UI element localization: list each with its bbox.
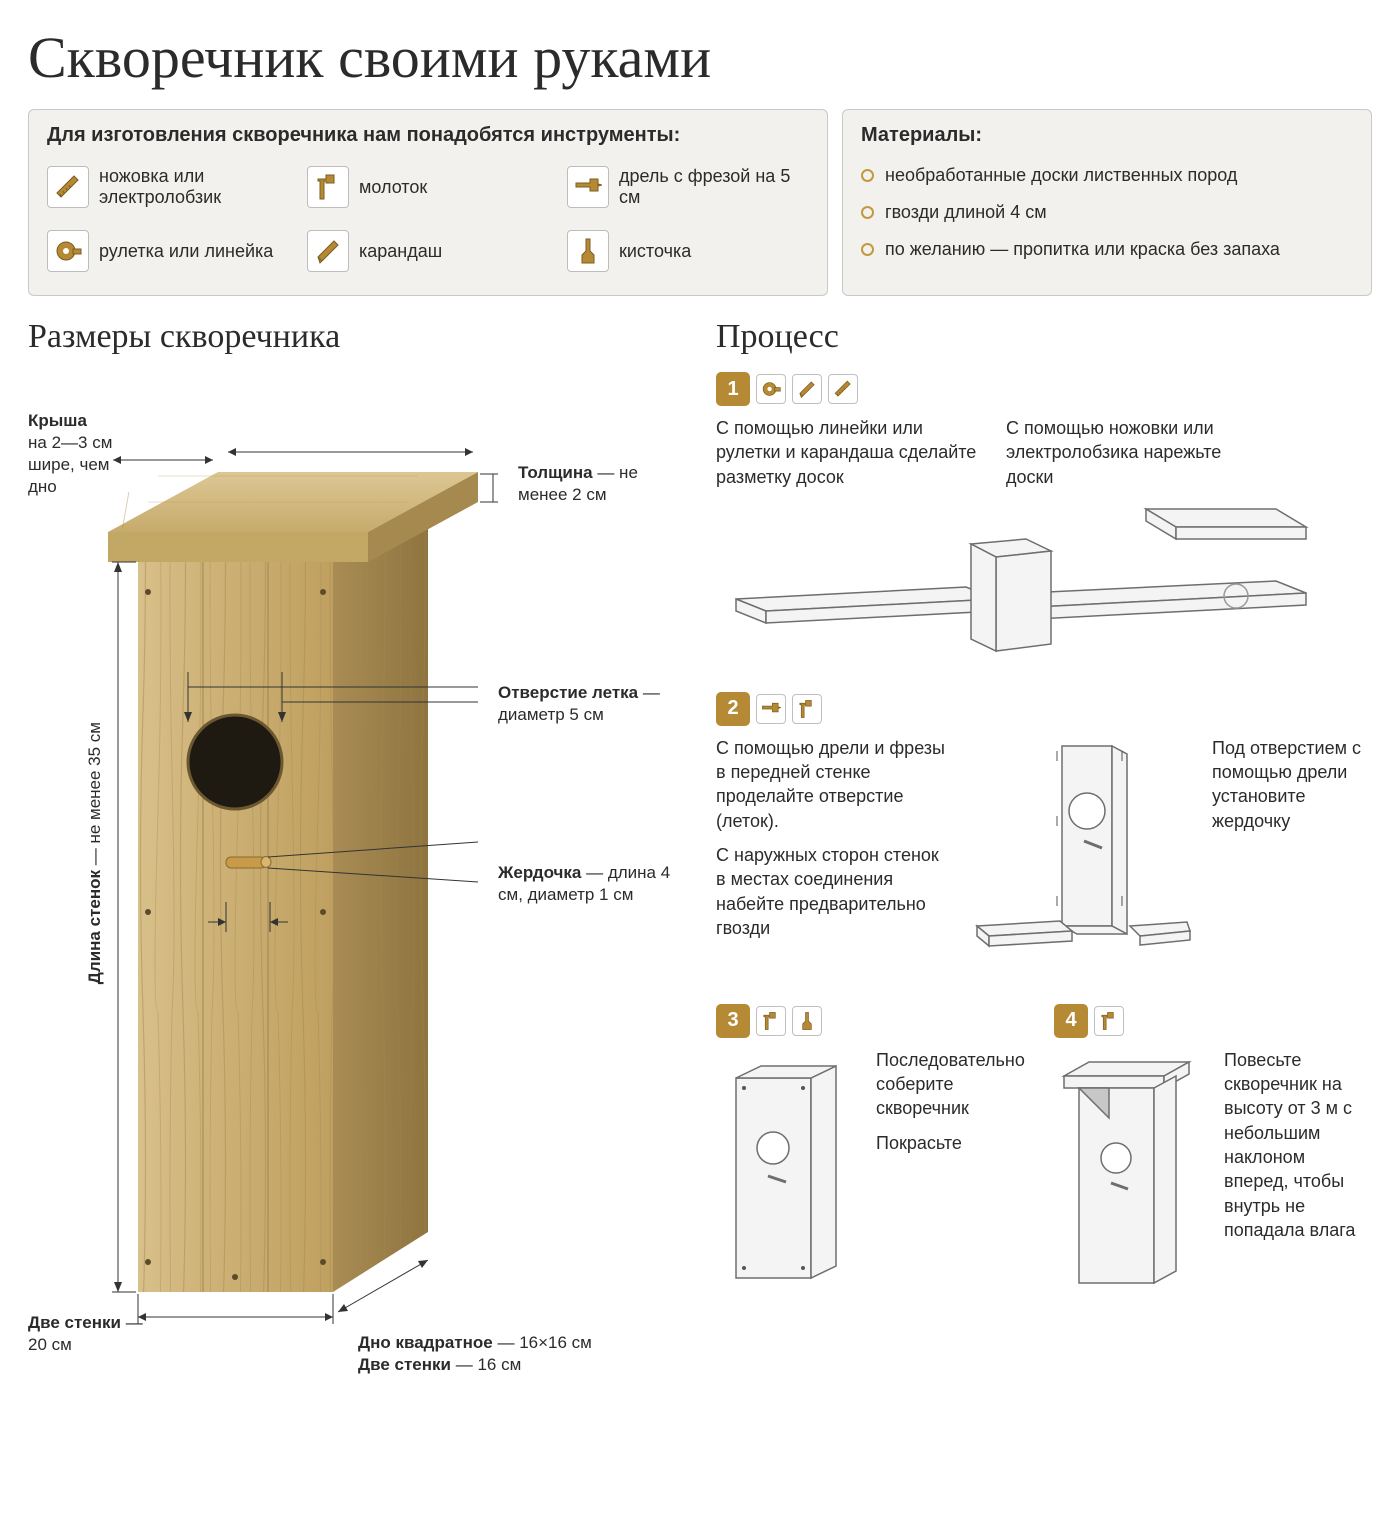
materials-panel: Материалы: необработанные доски лиственн… [842, 109, 1372, 296]
step-text: Последовательно соберите скворечник Покр… [876, 1048, 1034, 1298]
process-step-4: 4 [1054, 1004, 1372, 1298]
hammer-icon [792, 694, 822, 724]
tool-label: кисточка [619, 241, 691, 262]
materials-list: необработанные доски лиственных пород гв… [861, 157, 1353, 269]
tools-panel: Для изготовления скворечника нам понадоб… [28, 109, 828, 296]
process-step-2: 2 С помощью дрели и фрезы в передней сте… [716, 692, 1372, 976]
dim-hole: Отверстие летка — диаметр 5 см [498, 682, 688, 726]
step2-illustration [972, 736, 1192, 976]
step-number: 1 [716, 372, 750, 406]
step-text: С помощью дрели и фрезы в передней стенк… [716, 736, 952, 976]
tape-icon [47, 230, 89, 272]
tape-icon [756, 374, 786, 404]
process-step-3: 3 [716, 1004, 1034, 1298]
tool-pencil: карандаш [307, 221, 549, 281]
hammer-icon [756, 1006, 786, 1036]
page-title: Скворечник своими руками [28, 24, 1372, 91]
tool-tape: рулетка или линейка [47, 221, 289, 281]
dim-roof: Крышана 2—3 см шире, чем дно [28, 410, 138, 498]
step-text: С помощью ножовки или электролобзика нар… [1006, 416, 1256, 499]
hammer-icon [307, 166, 349, 208]
tool-brush: кисточка [567, 221, 809, 281]
dim-bottom: Дно квадратное — 16×16 см Две стенки — 1… [358, 1332, 678, 1376]
tool-label: ножовка или электролобзик [99, 166, 289, 208]
dim-perch: Жердочка — длина 4 см, диаметр 1 см [498, 862, 688, 906]
material-item: гвозди длиной 4 см [861, 194, 1353, 231]
tool-label: молоток [359, 177, 427, 198]
dim-thickness: Толщина — не менее 2 см [518, 462, 688, 506]
tool-label: карандаш [359, 241, 442, 262]
process-title: Процесс [716, 318, 1372, 356]
material-item: необработанные доски лиственных пород [861, 157, 1353, 194]
tool-drill: дрель с фрезой на 5 см [567, 157, 809, 217]
material-item: по желанию — пропитка или краска без зап… [861, 231, 1353, 268]
dimensions-title: Размеры скворечника [28, 318, 688, 356]
tools-panel-title: Для изготовления скворечника нам понадоб… [47, 124, 809, 147]
main-content: Размеры скворечника [28, 318, 1372, 1432]
step-text: С помощью линейки или рулетки и карандаш… [716, 416, 986, 499]
tool-hammer: молоток [307, 157, 549, 217]
info-row: Для изготовления скворечника нам понадоб… [28, 109, 1372, 296]
drill-icon [567, 166, 609, 208]
step-number: 2 [716, 692, 750, 726]
brush-icon [567, 230, 609, 272]
dim-walls-20: Две стенки — 20 см [28, 1312, 148, 1356]
step-number: 3 [716, 1004, 750, 1038]
process-column: Процесс 1 С помощью линейки или рулетки … [716, 318, 1372, 1432]
tool-grid: ножовка или электролобзик молоток дрель … [47, 157, 809, 281]
materials-panel-title: Материалы: [861, 124, 1353, 147]
step-text: Повесьте скворечник на высоту от 3 м с н… [1224, 1048, 1372, 1298]
process-step-1: 1 С помощью линейки или рулетки и каранд… [716, 372, 1372, 664]
birdhouse-svg [98, 412, 518, 1352]
drill-icon [756, 694, 786, 724]
tool-label: дрель с фрезой на 5 см [619, 166, 809, 208]
tool-saw: ножовка или электролобзик [47, 157, 289, 217]
saw-icon [828, 374, 858, 404]
pencil-icon [792, 374, 822, 404]
process-steps-3-4: 3 [716, 1004, 1372, 1298]
dimensions-column: Размеры скворечника [28, 318, 688, 1432]
tool-label: рулетка или линейка [99, 241, 273, 262]
step-text: Под отверстием с помощью дрели установит… [1212, 736, 1372, 976]
hammer-icon [1094, 1006, 1124, 1036]
brush-icon [792, 1006, 822, 1036]
step4-illustration [1054, 1048, 1204, 1298]
birdhouse-diagram: Крышана 2—3 см шире, чем дно Толщина — н… [28, 372, 688, 1432]
step-number: 4 [1054, 1004, 1088, 1038]
step1-illustration [716, 499, 1336, 659]
saw-icon [47, 166, 89, 208]
dim-height: Длина стенок — не менее 35 см [84, 722, 106, 984]
pencil-icon [307, 230, 349, 272]
step3-illustration [716, 1048, 856, 1298]
